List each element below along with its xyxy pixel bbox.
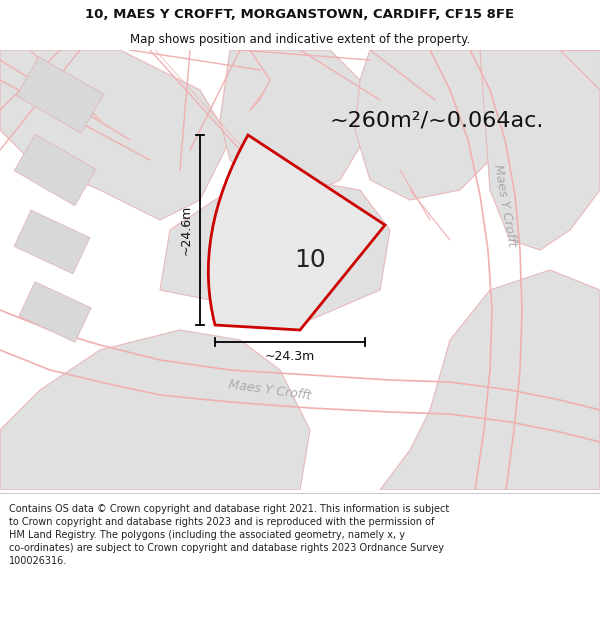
Polygon shape (220, 50, 370, 200)
Text: Map shows position and indicative extent of the property.: Map shows position and indicative extent… (130, 32, 470, 46)
Polygon shape (480, 50, 600, 250)
Polygon shape (380, 270, 600, 490)
Text: Maes Y Crofft: Maes Y Crofft (491, 163, 518, 247)
Polygon shape (355, 50, 510, 200)
Text: Maes Y Crofft: Maes Y Crofft (228, 378, 312, 402)
Text: Contains OS data © Crown copyright and database right 2021. This information is : Contains OS data © Crown copyright and d… (9, 504, 449, 566)
Polygon shape (14, 210, 90, 274)
Polygon shape (0, 330, 310, 490)
Text: ~260m²/~0.064ac.: ~260m²/~0.064ac. (330, 110, 544, 130)
Polygon shape (160, 180, 390, 320)
Polygon shape (16, 57, 104, 133)
Polygon shape (19, 282, 91, 342)
Polygon shape (560, 50, 600, 90)
PathPatch shape (208, 135, 385, 330)
Text: 10, MAES Y CROFFT, MORGANSTOWN, CARDIFF, CF15 8FE: 10, MAES Y CROFFT, MORGANSTOWN, CARDIFF,… (85, 8, 515, 21)
Polygon shape (14, 134, 96, 206)
Polygon shape (0, 50, 230, 220)
Text: ~24.3m: ~24.3m (265, 351, 315, 364)
Text: ~24.6m: ~24.6m (179, 205, 193, 255)
Text: 10: 10 (294, 248, 326, 272)
